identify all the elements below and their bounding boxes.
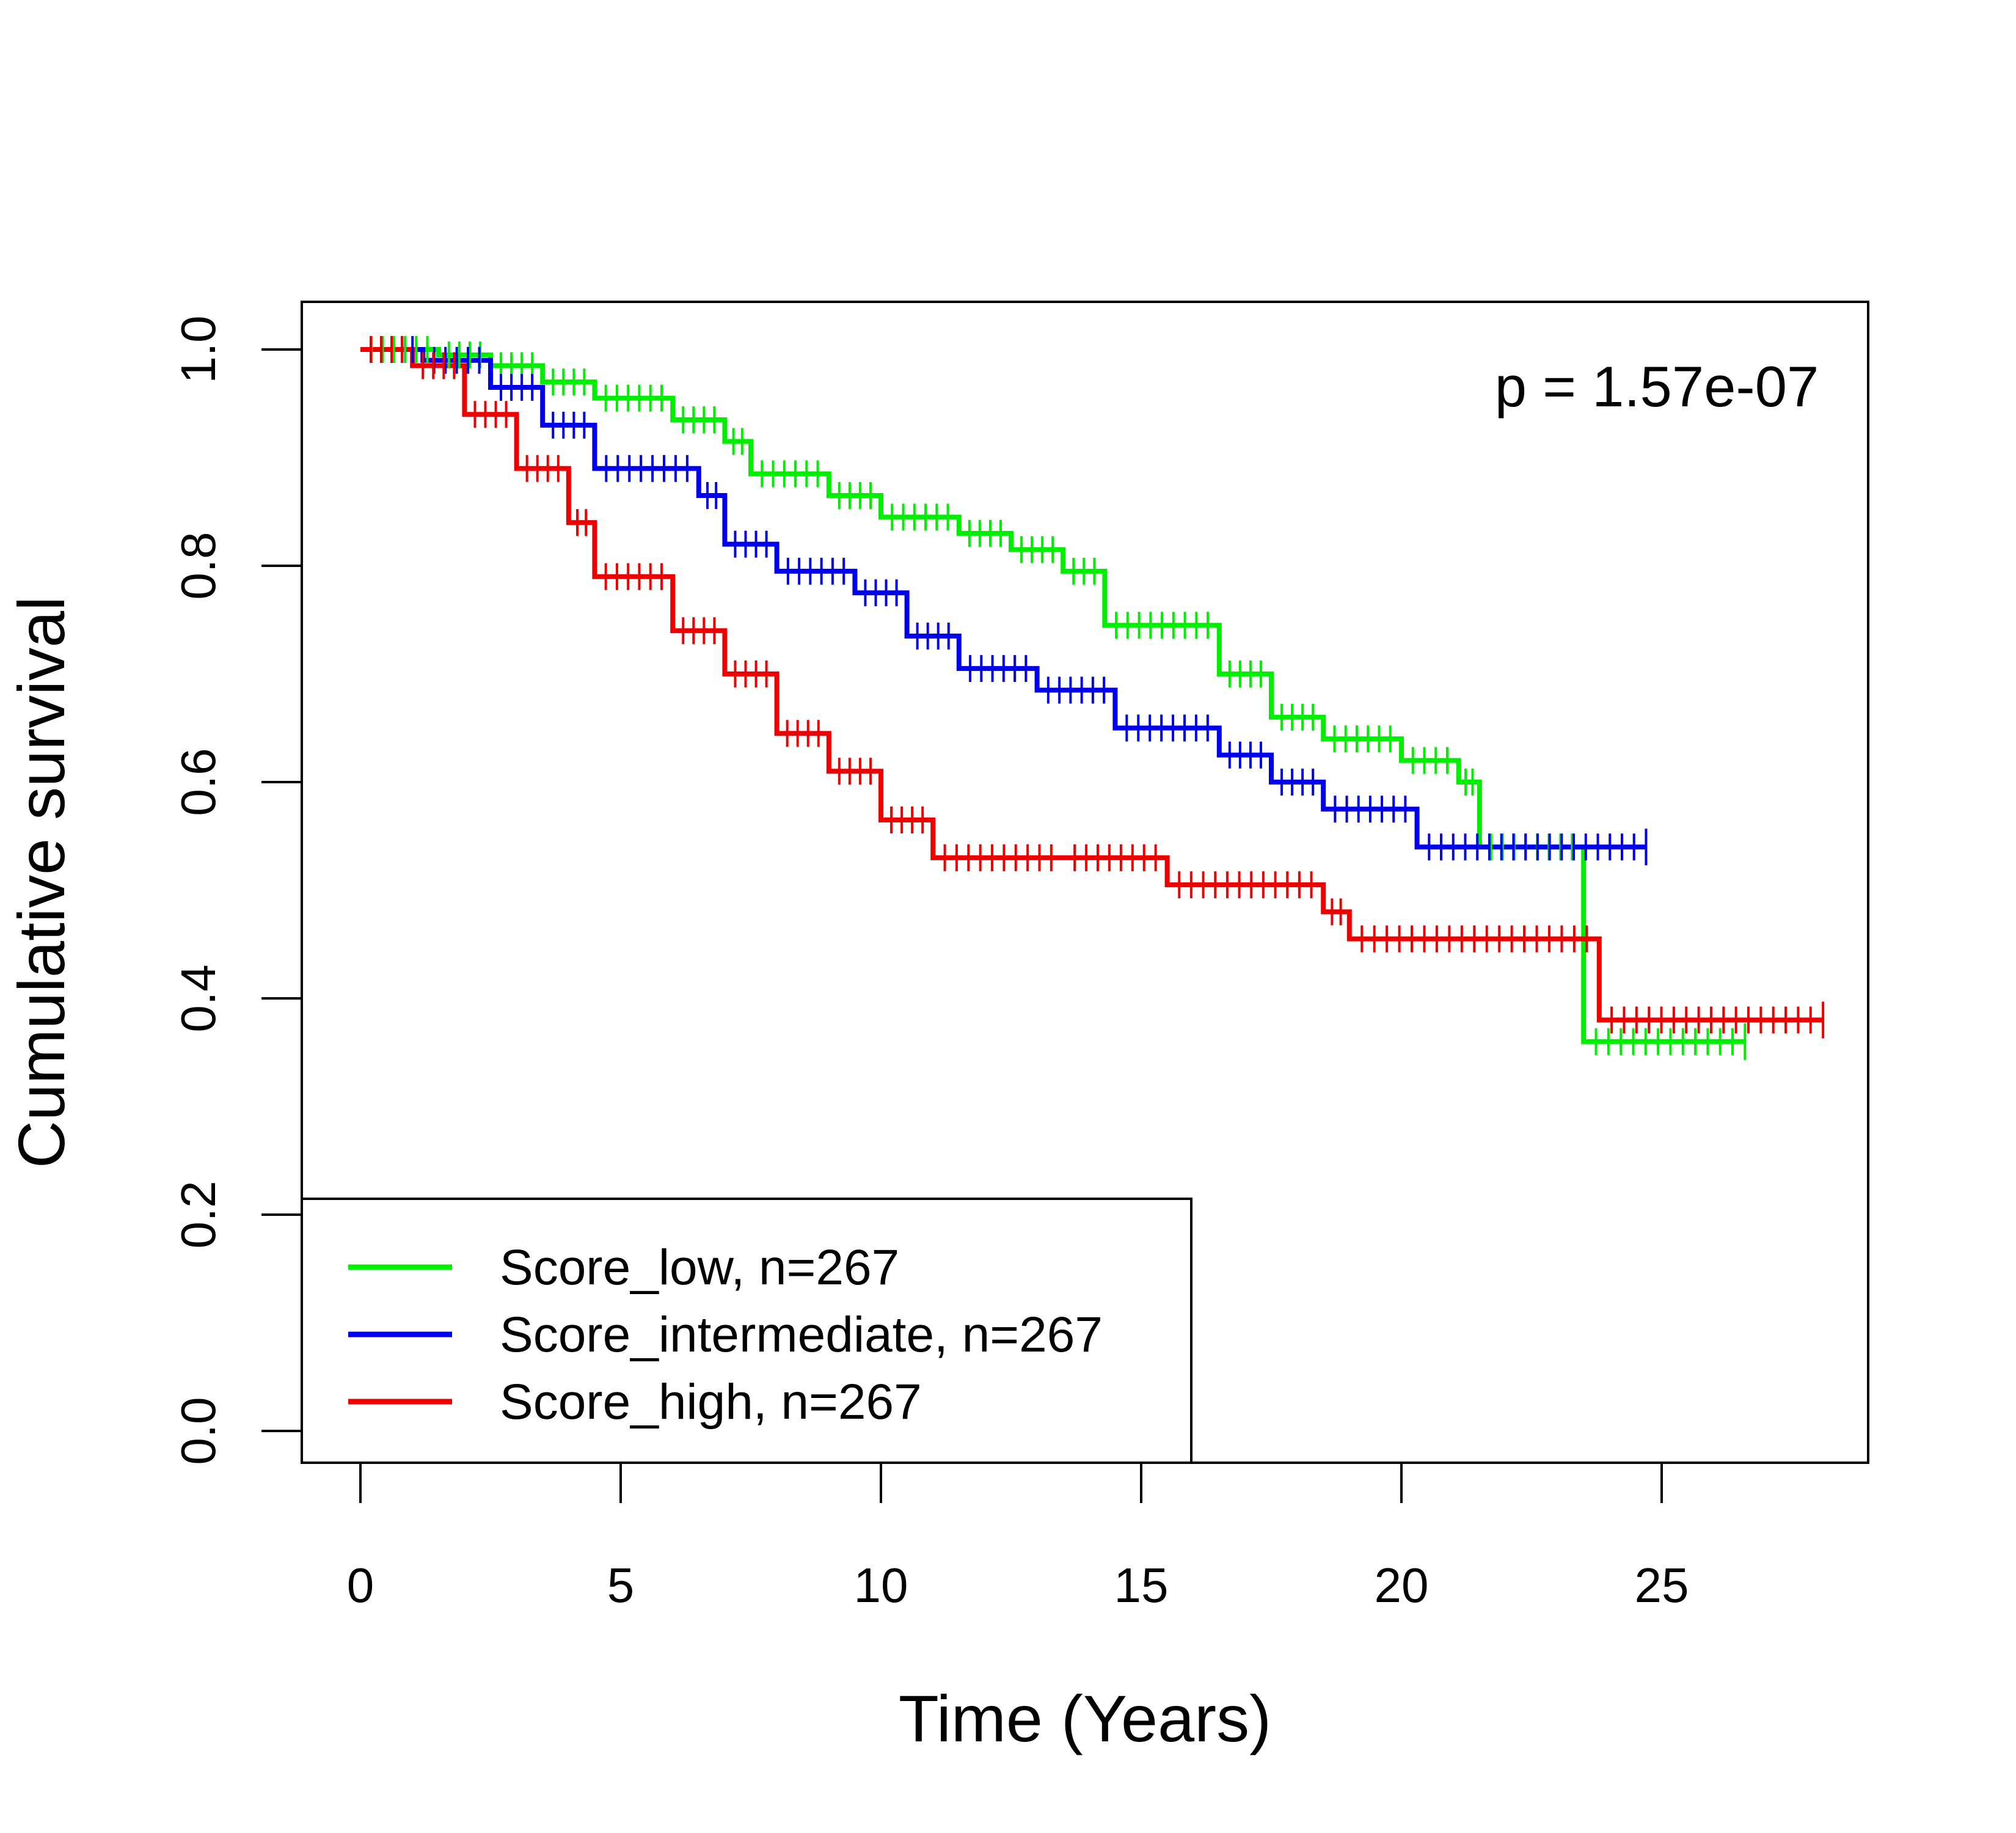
x-tick-label: 15 <box>1114 1558 1169 1612</box>
y-tick-label: 1.0 <box>171 315 225 383</box>
curve-high <box>360 347 1824 1023</box>
y-tick-label: 0.8 <box>171 532 225 599</box>
y-axis-title: Cumulative survival <box>4 596 78 1168</box>
x-axis: 0 5 10 15 20 25 <box>347 1462 1689 1612</box>
x-tick-label: 5 <box>607 1558 635 1612</box>
p-value-annotation: p = 1.57e-07 <box>1495 354 1819 419</box>
x-tick-label: 20 <box>1375 1558 1429 1612</box>
y-tick-label: 0.4 <box>171 964 225 1032</box>
legend-label-intermediate: Score_intermediate, n=267 <box>500 1307 1103 1363</box>
y-tick-label: 0.0 <box>171 1397 225 1465</box>
censor-marks <box>370 336 1825 1060</box>
curve-low <box>360 347 1745 1044</box>
x-axis-title: Time (Years) <box>899 1681 1271 1755</box>
x-tick-label: 10 <box>854 1558 908 1612</box>
legend-label-low: Score_low, n=267 <box>500 1240 899 1295</box>
y-tick-label: 0.6 <box>171 748 225 816</box>
y-axis: 0.0 0.2 0.4 0.6 0.8 1.0 <box>171 315 303 1465</box>
legend-label-high: Score_high, n=267 <box>500 1374 922 1430</box>
x-tick-label: 0 <box>347 1558 374 1612</box>
survival-curves <box>360 347 1824 1044</box>
legend: Score_low, n=267 Score_intermediate, n=2… <box>301 1198 1192 1464</box>
curve-intermediate <box>360 347 1646 850</box>
x-tick-label: 25 <box>1635 1558 1689 1612</box>
y-tick-label: 0.2 <box>171 1180 225 1248</box>
legend-box <box>301 1198 1192 1464</box>
